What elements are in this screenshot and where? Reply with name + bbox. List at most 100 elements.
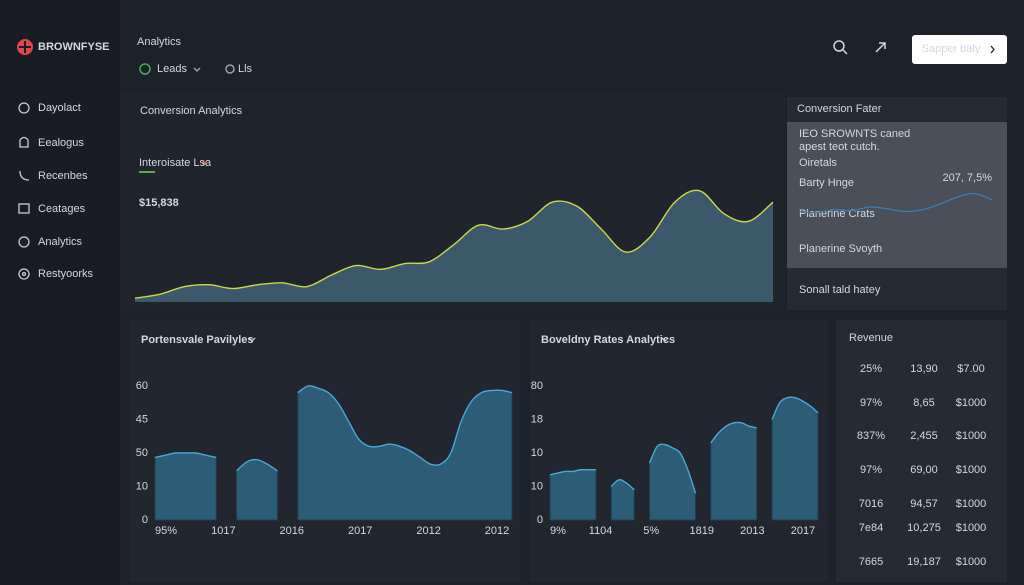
y-tick-label: 0	[142, 514, 148, 526]
table-cell: 19,187	[907, 556, 941, 568]
panel-text: apest teot cutch.	[799, 141, 880, 153]
nav-icon	[18, 203, 30, 214]
nav-item[interactable]: Dayolact	[38, 102, 81, 114]
x-tick-label: 1819	[690, 525, 714, 537]
table-cell: $1000	[956, 498, 987, 510]
header-icons	[139, 40, 886, 75]
table-cell: 25%	[860, 363, 882, 375]
x-tick-label: 9%	[550, 525, 566, 537]
action-button[interactable]	[912, 35, 1007, 64]
y-tick-label: 80	[531, 380, 543, 392]
table-cell: $1000	[956, 430, 987, 442]
panel-text: Planerine Crats	[799, 208, 875, 220]
y-tick-label: 45	[136, 413, 148, 425]
button-label: Sapper baly	[922, 43, 981, 55]
x-tick-label: 2012	[485, 525, 509, 537]
panel-text: IEO SROWNTS caned	[799, 128, 910, 140]
search-icon[interactable]	[833, 40, 845, 52]
nav-item[interactable]: Restyoorks	[38, 268, 94, 280]
y-tick-label: 50	[136, 447, 148, 459]
nav-icon	[18, 236, 30, 248]
table-cell: $1000	[956, 556, 987, 568]
metric-dot	[202, 161, 206, 165]
line	[549, 396, 819, 494]
filter[interactable]: Lls	[238, 63, 253, 75]
nav-icon	[19, 170, 30, 181]
x-tick-label: 2012	[416, 525, 440, 537]
x-tick-label: 2016	[280, 525, 304, 537]
table-cell: $1000	[956, 464, 987, 476]
stat: 207, 7,5%	[942, 172, 992, 184]
table-cell: 69,00	[910, 464, 938, 476]
x-tick-label: 2017	[348, 525, 372, 537]
nav-item[interactable]: Ceatages	[38, 203, 86, 215]
sidebar	[0, 0, 120, 585]
panel-chevron[interactable]	[661, 337, 669, 342]
panel-text: Oiretals	[799, 157, 837, 169]
table-cell: 94,57	[910, 498, 938, 510]
x-tick-label: 2013	[740, 525, 764, 537]
metric-value: $15,838	[139, 197, 179, 209]
table-cell: 97%	[860, 397, 882, 409]
nav-icon	[18, 102, 30, 114]
button-chevron	[990, 45, 995, 54]
table-cell: 10,275	[907, 522, 941, 534]
page-title: Analytics	[137, 36, 182, 48]
table-cell: $7.00	[957, 363, 985, 375]
x-tick-label: 95%	[155, 525, 177, 537]
panel-title: Conversion Analytics	[140, 105, 243, 117]
panel-text: Barty Hnge	[799, 177, 854, 189]
nav-icon	[21, 271, 27, 277]
panel-chevron[interactable]	[248, 337, 256, 342]
table-cell: 837%	[857, 430, 885, 442]
filter-icon	[225, 64, 235, 74]
filter-icon	[139, 63, 151, 75]
table-cell: 13,90	[910, 363, 938, 375]
share-icon[interactable]	[875, 42, 886, 53]
panel-footer: Sonall tald hatey	[799, 284, 881, 296]
panel-title: Conversion Fater	[797, 103, 882, 115]
table-cell: 7e84	[859, 522, 883, 534]
filter[interactable]: Leads	[157, 63, 187, 75]
nav-icons	[18, 102, 30, 280]
panel-text: Planerine Svoyth	[799, 243, 882, 255]
nav-item[interactable]: Recenbes	[38, 170, 88, 182]
x-tick-label: 5%	[643, 525, 659, 537]
panel-title: Portensvale Pavilyles	[141, 334, 254, 346]
side-panel-box	[787, 122, 1007, 268]
y-tick-label: 10	[136, 480, 148, 492]
x-tick-label: 2017	[791, 525, 815, 537]
x-tick-label: 1017	[211, 525, 235, 537]
brand-logo-mark	[19, 41, 31, 53]
y-tick-label: 0	[537, 514, 543, 526]
nav-item[interactable]: Eealogus	[38, 137, 84, 149]
nav-item[interactable]: Analytics	[38, 236, 83, 248]
y-tick-label: 18	[531, 413, 543, 425]
table-panel	[836, 320, 1007, 582]
table-cell: 7665	[859, 556, 883, 568]
table-cell: 7016	[859, 498, 883, 510]
table-cell: 97%	[860, 464, 882, 476]
table-cell: 2,455	[910, 430, 938, 442]
search-icon-handle	[842, 49, 848, 55]
y-tick-label: 60	[136, 380, 148, 392]
y-tick-label: 10	[531, 480, 543, 492]
nav-icon	[19, 136, 29, 148]
panel-title: Boveldny Rates Analytics	[541, 334, 675, 346]
filter-chevron[interactable]	[193, 67, 201, 73]
brand: BROWNFYSE	[38, 41, 110, 53]
table-cell: $1000	[956, 397, 987, 409]
line	[134, 189, 774, 299]
table-cell: 8,65	[913, 397, 934, 409]
area	[135, 190, 773, 302]
line	[799, 192, 993, 214]
table-cell: $1000	[956, 522, 987, 534]
nav-icon	[18, 268, 30, 280]
y-tick-label: 10	[531, 447, 543, 459]
metric-label: Interoisate Lsa	[139, 157, 212, 169]
x-tick-label: 1104	[589, 525, 613, 537]
line	[154, 385, 513, 472]
table-title: Revenue	[849, 332, 893, 344]
